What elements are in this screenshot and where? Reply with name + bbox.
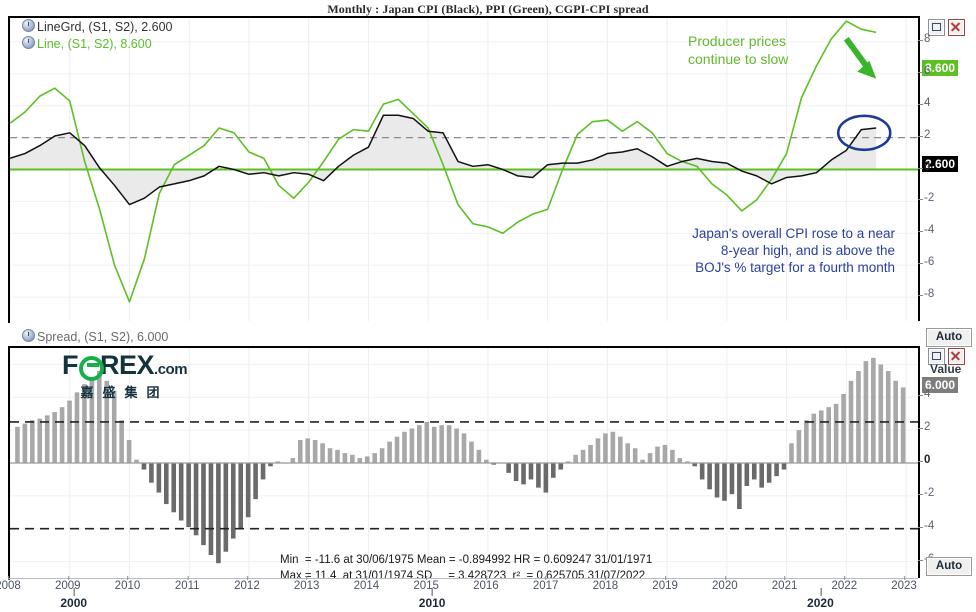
- ppi-value-badge: 8.600: [922, 60, 959, 76]
- price-axis-tick: 4: [917, 96, 931, 109]
- x-axis-line: [8, 578, 918, 579]
- stats-line-1: Min = -11.6 at 30/06/1975 Mean = -0.8949…: [280, 554, 653, 566]
- forex-logo-wordmark: F REX.com: [62, 350, 188, 381]
- legend-spread-label: Spread, (S1, S2), 6.000: [37, 330, 169, 344]
- annotation-cpi-commentary: Japan's overall CPI rose to a near 8-yea…: [692, 226, 895, 275]
- spread-axis[interactable]: Value 6.000 420-2-4-6 Auto: [917, 346, 976, 578]
- x-axis-year-label: 2008: [0, 576, 21, 592]
- spread-value-badge: 6.000: [922, 377, 959, 393]
- logo-o-icon: [78, 354, 104, 381]
- price-panel-window-controls[interactable]: [928, 19, 965, 36]
- legend-cpi-label: LineGrd, (S1, S2), 2.600: [37, 20, 173, 34]
- spread-axis-tick: 4: [917, 388, 931, 401]
- logo-chinese-text: 嘉盛集团: [80, 385, 169, 400]
- x-axis-year-label: 2022: [831, 576, 858, 592]
- spread-panel: [8, 346, 920, 580]
- x-axis-year-label: 2021: [771, 576, 798, 592]
- legend-cpi[interactable]: LineGrd, (S1, S2), 2.600: [22, 19, 173, 34]
- x-axis-year-label: 2015: [413, 576, 439, 592]
- spread-axis-tick: 2: [917, 421, 931, 434]
- price-axis-tick: -8: [917, 288, 935, 301]
- close-icon[interactable]: [948, 348, 965, 365]
- price-auto-button[interactable]: Auto: [926, 328, 972, 347]
- close-icon[interactable]: [948, 19, 965, 36]
- clock-icon: [22, 36, 35, 49]
- price-axis-tick: 0: [917, 160, 931, 173]
- x-axis-year-label: 2016: [473, 576, 499, 592]
- price-panel: [8, 16, 920, 323]
- spread-axis-tick: -4: [917, 519, 935, 532]
- x-axis-decade-label: 2020: [807, 588, 834, 610]
- spread-axis-header: Value: [930, 362, 962, 376]
- minimize-icon[interactable]: [928, 348, 945, 365]
- x-axis-year-label: 2012: [234, 576, 260, 592]
- x-axis-year-label: 2011: [174, 576, 200, 592]
- x-axis-year-label: 2010: [114, 576, 141, 592]
- clock-icon: [22, 329, 35, 342]
- clock-icon: [22, 19, 35, 32]
- spread-axis-tick: 0: [917, 454, 931, 466]
- spread-plot-area[interactable]: [10, 348, 920, 580]
- price-plot-area[interactable]: [10, 18, 920, 323]
- x-axis-year-label: 2013: [293, 576, 320, 592]
- x-axis-year-label: 2009: [54, 576, 81, 592]
- price-axis[interactable]: 8.600 2.600 8 6 4 2 0 -2 -4 -6 -8 Auto: [917, 16, 976, 347]
- cpi-value-badge: 2.600: [922, 156, 959, 172]
- x-axis-year-label: 2017: [532, 576, 559, 592]
- price-axis-tick: 2: [917, 128, 931, 141]
- x-axis-decade-label: 2010: [418, 588, 446, 610]
- legend-ppi[interactable]: Line, (S1, S2), 8.600: [22, 36, 152, 51]
- logo-letter-f: F: [62, 350, 79, 380]
- price-series-svg: [10, 18, 918, 321]
- logo-dotcom: .com: [154, 361, 188, 378]
- x-axis-year-label: 2023: [891, 576, 917, 592]
- x-axis-year-label: 2014: [353, 576, 380, 592]
- price-axis-tick: 6: [917, 64, 931, 77]
- legend-spread[interactable]: Spread, (S1, S2), 6.000: [22, 329, 168, 344]
- x-axis-year-label: 2018: [592, 576, 619, 592]
- spread-panel-window-controls[interactable]: [928, 348, 965, 365]
- spread-auto-button[interactable]: Auto: [926, 557, 972, 576]
- price-axis-tick: -6: [917, 256, 935, 269]
- price-axis-tick: -2: [917, 192, 935, 205]
- forex-logo: F REX.com 嘉盛集团: [62, 350, 188, 401]
- page-title: Monthly : Japan CPI (Black), PPI (Green)…: [327, 2, 649, 16]
- x-axis: 2008 2009 2010 2011 2012 2013 2014 2015 2016 2017…: [0, 576, 918, 612]
- annotation-producer-prices: Producer prices continue to slow: [688, 33, 789, 67]
- price-axis-tick: -4: [917, 224, 935, 237]
- x-axis-decade-label: 2000: [60, 588, 88, 610]
- spread-axis-tick: -2: [917, 486, 935, 499]
- spread-series-svg: [10, 348, 918, 578]
- x-axis-year-label: 2020: [712, 576, 738, 592]
- logo-letters-rex: REX: [100, 350, 155, 380]
- legend-ppi-label: Line, (S1, S2), 8.600: [37, 37, 152, 51]
- x-axis-year-label: 2019: [652, 576, 678, 592]
- minimize-icon[interactable]: [928, 19, 945, 36]
- price-axis-tick: 8: [917, 32, 931, 45]
